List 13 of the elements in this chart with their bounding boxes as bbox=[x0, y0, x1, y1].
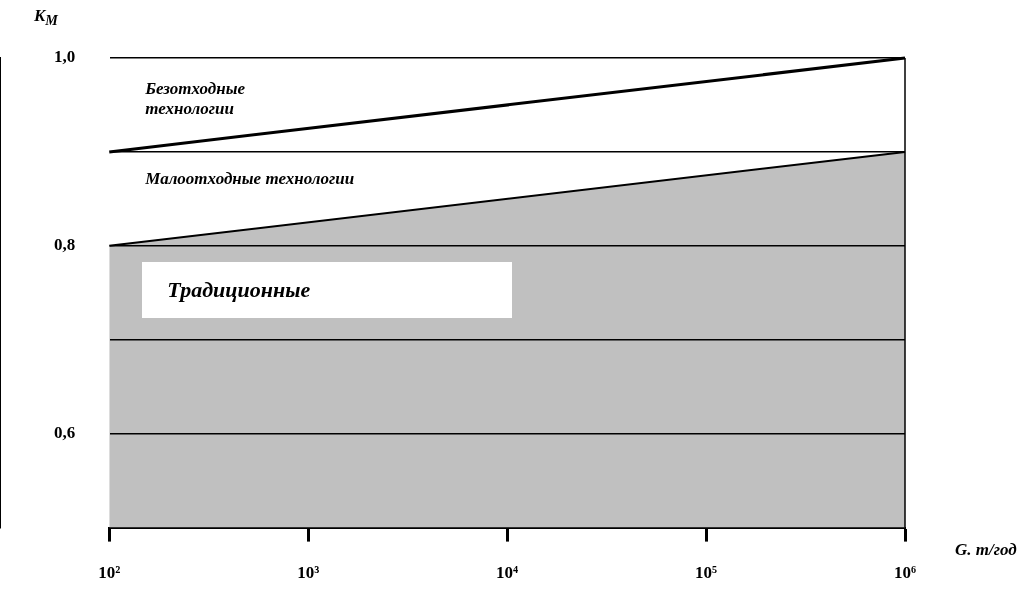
x-tick-label: 10² bbox=[98, 563, 121, 583]
y-axis-title: K$_{M}$ bbox=[34, 6, 58, 30]
y-tick-label: 0,8 bbox=[54, 235, 76, 255]
x-tick-label: 10⁶ bbox=[893, 563, 917, 583]
y-tick-label: 1,0 bbox=[54, 47, 76, 67]
y-tick-label: 0,6 bbox=[54, 423, 76, 443]
x-tick-label: 10³ bbox=[297, 563, 320, 583]
x-tick-label: 10⁵ bbox=[695, 563, 718, 583]
annotation: Малоотходные технологии bbox=[144, 169, 355, 189]
annotation: Безотходные технологии bbox=[144, 79, 246, 119]
x-tick-label: 10⁴ bbox=[496, 563, 519, 583]
annotation: Традиционные bbox=[167, 276, 311, 303]
x-axis-title: G. т/год bbox=[955, 539, 1017, 560]
